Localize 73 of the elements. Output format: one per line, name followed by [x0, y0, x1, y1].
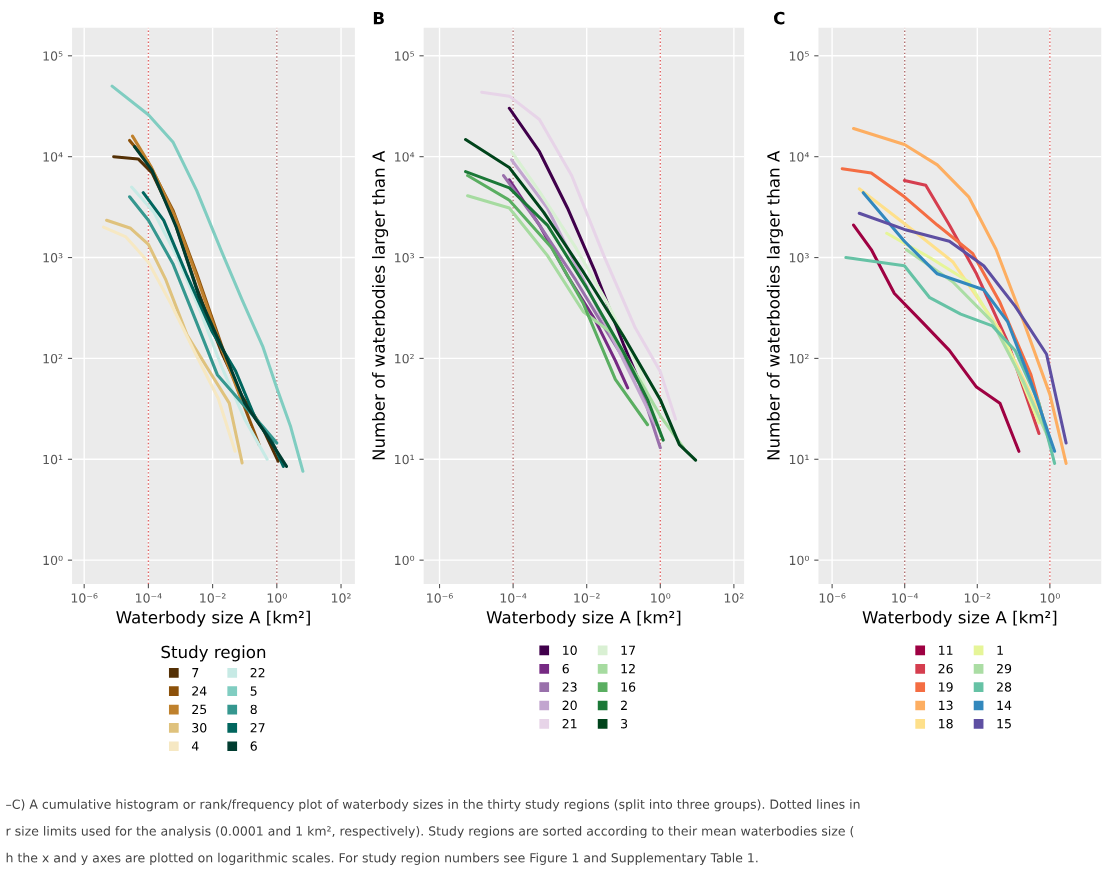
text: –C) A cumulative histogram or rank/frequency plot of waterbody sizes in the thirty study regions (split into three groups). Dotted lines in — [6, 799, 860, 812]
y-tick-label: 10² — [43, 353, 63, 364]
legend-label: 1 — [997, 645, 1003, 655]
x-tick-label: 10⁻⁶ — [71, 593, 98, 603]
legend-label: 29 — [997, 663, 1012, 674]
x-axis-title: Waterbody size A [km²] — [486, 610, 681, 627]
y-tick-label: 10¹ — [789, 454, 809, 465]
y-tick-label: 10¹ — [43, 454, 63, 465]
legend-label: 17 — [621, 645, 635, 655]
text: r size limits used for the analysis (0.0001 and 1 km², respectively). Study regions are sorted according to their mean waterbodies size ( — [6, 826, 854, 839]
y-tick-label: 10¹ — [395, 454, 414, 465]
legend-label: 20 — [562, 700, 577, 711]
x-tick-label: 10⁻⁴ — [136, 593, 162, 603]
x-tick-label: 10⁻⁶ — [427, 593, 453, 603]
legend-label: 3 — [621, 718, 628, 729]
text: h the x and y axes are plotted on logarithmic scales. For study region numbers see Figure 1 and Supplementary Table 1. — [6, 852, 758, 865]
y-tick-label: 10³ — [395, 253, 414, 263]
y-tick-label: 10⁰ — [43, 555, 63, 566]
y-tick-label: 10² — [789, 353, 809, 364]
x-tick-label: 10⁻² — [200, 593, 226, 603]
legend-label: 19 — [939, 682, 953, 692]
legend-title: Study region — [161, 645, 266, 662]
y-tick-label: 10⁰ — [395, 555, 415, 566]
y-tick-label: 10⁰ — [789, 555, 809, 566]
legend-label: 18 — [939, 718, 953, 729]
x-tick-label: 10⁻⁶ — [819, 593, 846, 603]
legend-label: 30 — [192, 722, 207, 733]
legend-label: 2 — [621, 700, 627, 710]
x-tick-label: 10⁻⁴ — [500, 593, 527, 603]
legend-label: 11 — [939, 645, 953, 655]
legend-label: 27 — [250, 722, 265, 733]
legend-label: 12 — [621, 663, 635, 674]
x-tick-label: 10⁰ — [267, 593, 287, 603]
y-axis-title: Number of waterbodies larger than A — [766, 150, 783, 460]
legend-label: 4 — [191, 741, 199, 751]
x-tick-label: 10⁻⁴ — [892, 593, 919, 603]
y-tick-label: 10⁵ — [789, 51, 809, 61]
legend-label: 10 — [563, 645, 577, 656]
y-tick-label: 10² — [395, 353, 414, 364]
legend-label: 28 — [997, 682, 1012, 692]
y-tick-label: 10⁵ — [395, 51, 415, 61]
x-tick-label: 10⁰ — [1040, 593, 1060, 603]
x-tick-label: 10⁰ — [651, 593, 671, 603]
x-tick-label: 10² — [724, 593, 744, 603]
y-tick-label: 10⁴ — [395, 152, 415, 162]
y-tick-label: 10⁴ — [789, 152, 810, 162]
y-tick-label: 10⁵ — [43, 51, 63, 61]
y-axis-title: Number of waterbodies larger than A — [372, 150, 389, 460]
legend-label: 6 — [562, 663, 569, 674]
y-tick-label: 10⁴ — [43, 152, 63, 162]
x-tick-label: 10⁻² — [574, 593, 600, 603]
x-tick-label: 10⁻² — [964, 593, 991, 603]
legend-label: 23 — [562, 682, 577, 692]
legend-label: 13 — [939, 700, 953, 711]
y-tick-label: 10³ — [789, 253, 809, 263]
legend-label: 25 — [192, 704, 207, 715]
x-axis-title: Waterbody size A [km²] — [862, 610, 1057, 627]
legend-label: 7 — [192, 668, 199, 678]
legend-label: 6 — [250, 741, 257, 751]
legend-label: 21 — [562, 718, 577, 729]
chart-title: C — [774, 11, 785, 25]
legend-label: 5 — [250, 686, 257, 696]
legend-label: 16 — [621, 682, 636, 692]
legend-label: 22 — [250, 667, 265, 678]
legend-label: 14 — [997, 700, 1012, 710]
x-tick-label: 10² — [331, 593, 351, 603]
legend-label: 24 — [192, 686, 207, 696]
x-axis-title: Waterbody size A [km²] — [116, 610, 310, 627]
chart-title: B — [373, 12, 384, 25]
legend-label: 8 — [250, 704, 257, 715]
y-tick-label: 10³ — [43, 253, 63, 263]
legend-label: 15 — [997, 719, 1011, 729]
legend-label: 26 — [938, 663, 953, 674]
